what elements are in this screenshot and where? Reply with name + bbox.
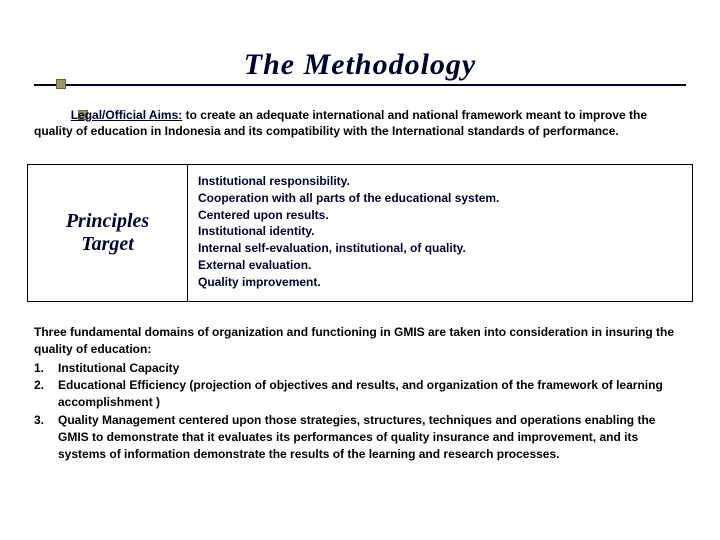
domains-item: 3.Quality Management centered upon those…: [34, 412, 686, 462]
principles-item: Quality improvement.: [198, 274, 682, 291]
header-lead: Legal/Official Aims:: [71, 108, 183, 122]
domains-list: 1.Institutional Capacity 2.Educational E…: [34, 360, 686, 463]
principles-item: Institutional responsibility.: [198, 173, 682, 190]
principles-item: Centered upon results.: [198, 207, 682, 224]
header-paragraph: Legal/Official Aims: to create an adequa…: [34, 107, 686, 139]
domains-intro: Three fundamental domains of organizatio…: [34, 324, 686, 358]
principles-label-line2: Target: [81, 233, 134, 256]
slide-title: The Methodology: [0, 48, 720, 82]
domains-item: 2.Educational Efficiency (projection of …: [34, 377, 686, 411]
principles-label-cell: Principles Target: [28, 165, 188, 301]
principles-label-line1: Principles: [66, 210, 149, 233]
title-underline: [34, 84, 686, 86]
principles-list-cell: Institutional responsibility. Cooperatio…: [188, 165, 692, 301]
principles-item: Institutional identity.: [198, 223, 682, 240]
bullet-square-icon: [56, 79, 66, 89]
principles-item: Internal self-evaluation, institutional,…: [198, 240, 682, 257]
domains-paragraph: Three fundamental domains of organizatio…: [34, 324, 686, 463]
principles-item: External evaluation.: [198, 257, 682, 274]
principles-table: Principles Target Institutional responsi…: [27, 164, 693, 302]
principles-item: Cooperation with all parts of the educat…: [198, 190, 682, 207]
domains-item: 1.Institutional Capacity: [34, 360, 686, 377]
